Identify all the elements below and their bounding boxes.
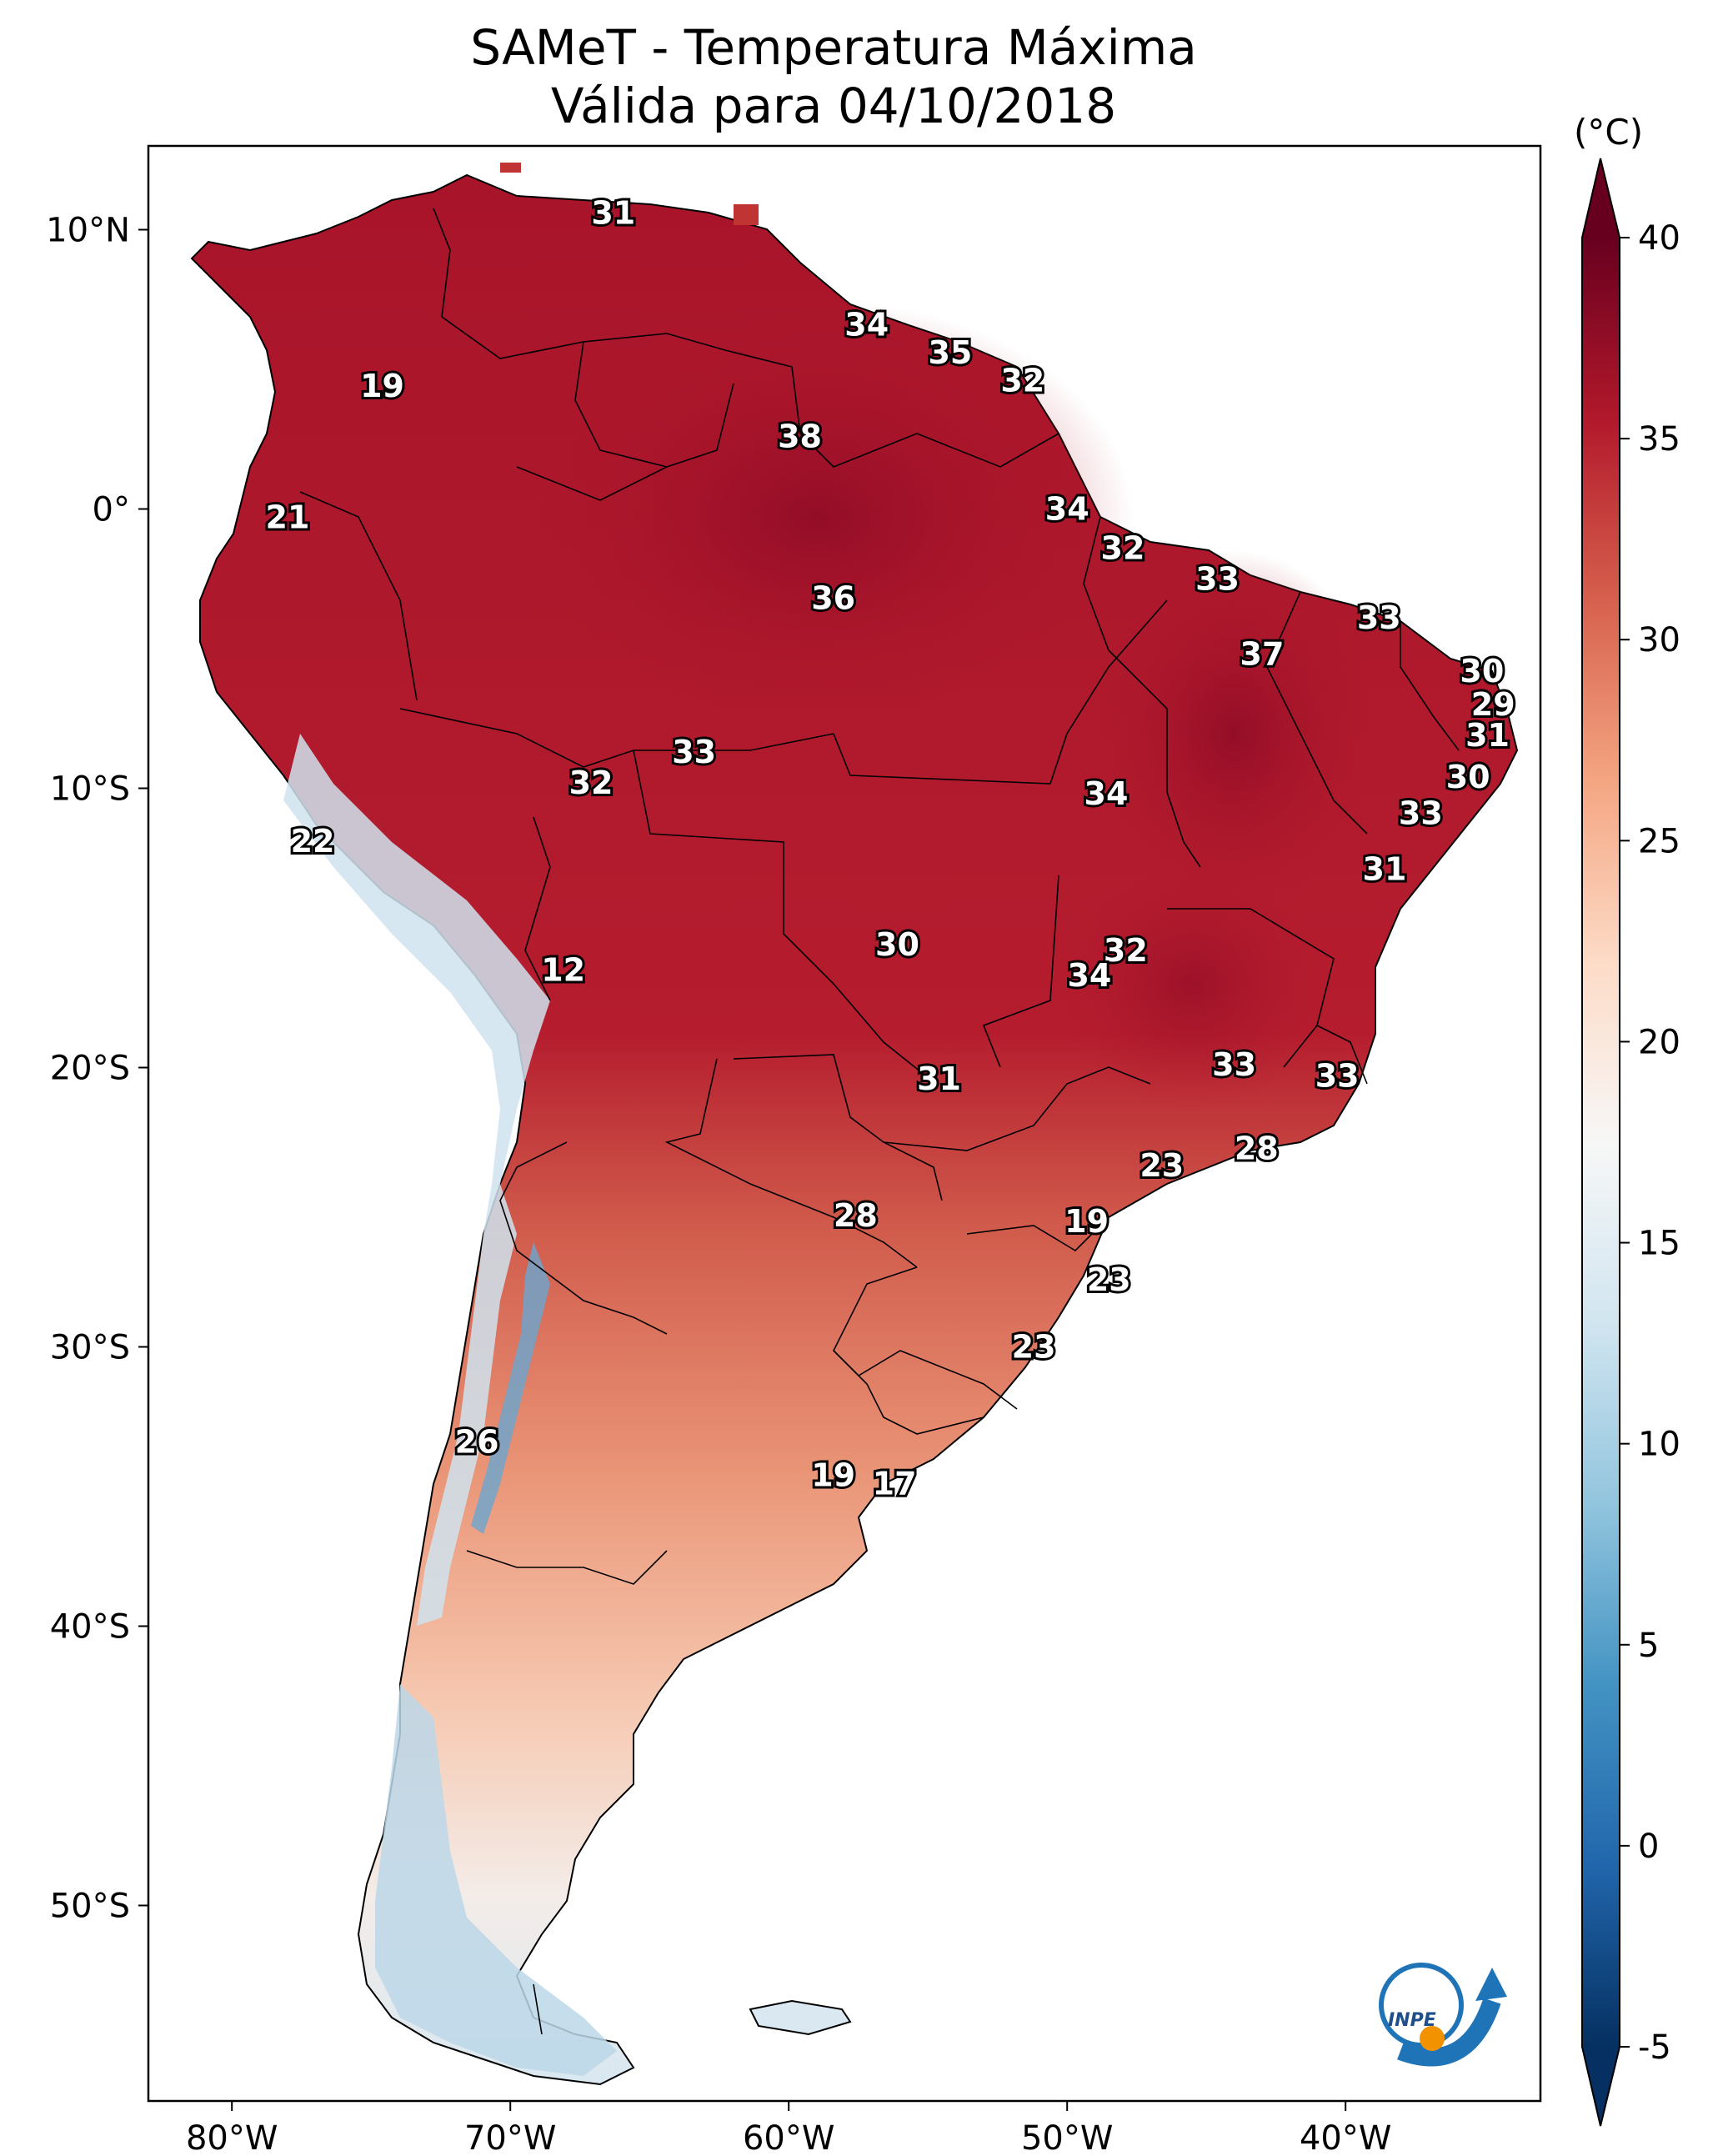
colorbar-gradient xyxy=(1582,238,1620,2047)
colorbar-ticks: 40 35 30 25 20 15 10 5 0 -5 xyxy=(1620,219,1680,2067)
station-value: 38 xyxy=(778,418,822,454)
map-title: SAMeT - Temperatura Máxima Válida para 0… xyxy=(0,18,1667,135)
station-value: 32 xyxy=(1000,362,1044,399)
longitude-ticks: 80°W 70°W 60°W 50°W 40°W xyxy=(186,2101,1391,2156)
hot-core-amazon xyxy=(500,300,1134,734)
lat-tick-label: 20°S xyxy=(50,1050,130,1088)
colorbar-tick-label: -5 xyxy=(1638,2028,1671,2067)
station-value: 36 xyxy=(811,580,855,617)
station-value: 28 xyxy=(834,1197,878,1234)
station-value: 33 xyxy=(672,734,716,770)
colorbar-tick-label: 15 xyxy=(1638,1225,1680,1263)
colorbar-tick-label: 20 xyxy=(1638,1023,1680,1061)
andes-cool-band xyxy=(283,734,550,1626)
station-value: 34 xyxy=(1084,775,1129,812)
station-value: 30 xyxy=(1460,653,1504,689)
station-value: 28 xyxy=(1235,1131,1279,1167)
inpe-logo-text: INPE xyxy=(1388,2010,1436,2031)
station-value: 33 xyxy=(1399,795,1443,832)
station-value: 32 xyxy=(1104,932,1148,969)
lat-tick-label: 40°S xyxy=(50,1608,130,1647)
station-value: 12 xyxy=(541,951,585,988)
station-value: 31 xyxy=(591,194,635,231)
lon-tick-label: 80°W xyxy=(186,2119,278,2156)
station-value: 33 xyxy=(1357,599,1401,636)
country-borders xyxy=(299,208,1460,2035)
station-value: 30 xyxy=(875,926,919,963)
latitude-ticks: 10°N 0° 10°S 20°S 30°S 40°S 50°S xyxy=(46,212,148,1926)
hot-core-northeast xyxy=(1084,550,1384,917)
station-value: 34 xyxy=(844,306,889,343)
lat-tick-label: 30°S xyxy=(50,1329,130,1367)
lat-tick-label: 10°N xyxy=(46,212,130,250)
title-line-2: Válida para 04/10/2018 xyxy=(550,78,1117,134)
lat-tick-label: 0° xyxy=(93,491,130,529)
station-value: 35 xyxy=(928,334,972,371)
station-value: 23 xyxy=(1012,1329,1056,1366)
colorbar-tick-label: 35 xyxy=(1638,420,1680,459)
lon-tick-label: 70°W xyxy=(464,2119,556,2156)
patagonia-cool-band xyxy=(375,1684,617,2076)
station-value: 33 xyxy=(1315,1058,1360,1095)
station-value: 32 xyxy=(569,765,614,801)
lon-tick-label: 50°W xyxy=(1021,2119,1113,2156)
station-value: 29 xyxy=(1471,686,1515,723)
station-value: 33 xyxy=(1195,560,1240,597)
station-value: 34 xyxy=(1067,957,1111,994)
station-value: 31 xyxy=(1465,717,1510,754)
station-value: 19 xyxy=(811,1457,855,1494)
inpe-logo: INPE xyxy=(1379,1963,1507,2067)
colorbar-tick-label: 5 xyxy=(1638,1627,1659,1665)
colorbar-tick-label: 0 xyxy=(1638,1828,1659,1866)
colorbar-tick-label: 25 xyxy=(1638,822,1680,860)
lat-tick-label: 50°S xyxy=(50,1888,130,1926)
colorbar-tick-label: 10 xyxy=(1638,1426,1680,1464)
caribbean-island xyxy=(734,204,759,225)
station-value: 23 xyxy=(1087,1261,1131,1298)
colorbar-upper-arrow xyxy=(1582,158,1620,238)
colorbar-tick-label: 30 xyxy=(1638,621,1680,659)
map-frame xyxy=(147,144,1542,2103)
andes-cold-core xyxy=(471,1242,550,1534)
hot-core-southeast xyxy=(1050,859,1334,1109)
lon-tick-label: 60°W xyxy=(743,2119,834,2156)
station-value: 37 xyxy=(1240,636,1285,673)
station-value: 19 xyxy=(1064,1203,1109,1240)
station-value: 31 xyxy=(1363,851,1407,888)
title-line-1: SAMeT - Temperatura Máxima xyxy=(470,19,1197,76)
station-value: 32 xyxy=(1101,529,1145,566)
lat-tick-label: 10°S xyxy=(50,770,130,809)
station-value: 17 xyxy=(873,1466,917,1502)
station-value: 21 xyxy=(266,499,310,536)
lon-tick-label: 40°W xyxy=(1300,2119,1391,2156)
station-value: 22 xyxy=(291,823,335,860)
station-value: 33 xyxy=(1212,1046,1256,1083)
station-value: 23 xyxy=(1139,1147,1184,1184)
station-value: 30 xyxy=(1446,759,1490,795)
station-value: 19 xyxy=(360,368,404,404)
colorbar: (°C) 40 35 30 25 20 15 10 5 0 -5 xyxy=(1574,112,1680,2127)
station-value: 26 xyxy=(455,1423,499,1460)
caribbean-island xyxy=(500,163,521,173)
colorbar-lower-arrow xyxy=(1582,2047,1620,2126)
station-value: 34 xyxy=(1045,491,1089,528)
station-value: 31 xyxy=(917,1060,961,1097)
colorbar-unit-label: (°C) xyxy=(1574,112,1643,153)
colorbar-tick-label: 40 xyxy=(1638,219,1680,258)
falkland-islands xyxy=(749,1999,852,2036)
